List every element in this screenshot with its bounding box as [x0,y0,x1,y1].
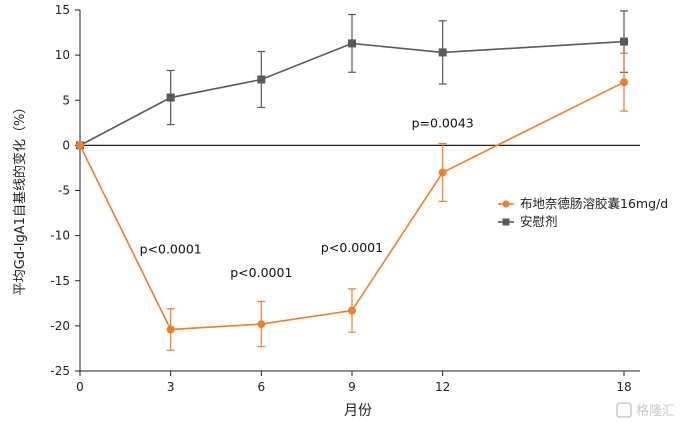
x-axis-label: 月份 [344,403,372,419]
x-ticks: 0 3 6 9 12 18 [76,371,632,394]
legend-marker [502,218,510,226]
annotations: p<0.0001 p<0.0001 p<0.0001 p=0.0043 [140,115,474,280]
data-point [348,39,356,48]
y-tick-label: 10 [55,48,70,62]
y-tick-label: -15 [50,274,70,288]
series-0 [76,52,628,351]
watermark-logo-icon [616,402,632,418]
data-point [348,306,356,315]
data-point [620,37,628,46]
y-ticks: 15 10 5 0 -5 -10 -15 -20 -25 [50,3,80,378]
data-point [166,325,175,334]
data-point [438,48,447,57]
data-point [166,93,175,102]
p-value-annotation: p=0.0043 [412,115,474,130]
data-point [257,320,266,329]
y-axis-label: 平均Gd-IgA1自基线的变化（%） [12,101,28,296]
x-tick-label: 18 [616,380,631,394]
y-tick-label: 5 [62,93,70,107]
y-tick-label: 15 [55,3,70,17]
x-tick-label: 6 [258,380,266,394]
y-tick-label: 0 [62,138,70,152]
p-value-annotation: p<0.0001 [140,242,202,257]
p-value-annotation: p<0.0001 [321,240,383,255]
legend-marker [502,200,510,208]
legend-label: 布地奈德肠溶胶囊16mg/d [520,196,668,211]
y-tick-label: -20 [50,319,70,333]
data-point [620,78,628,87]
data-point [76,141,84,150]
series-line [79,40,625,147]
x-tick-label: 12 [435,380,450,394]
watermark: 格隆汇 [616,402,675,419]
series-1 [76,10,628,150]
p-value-annotation: p<0.0001 [230,265,292,280]
data-point [257,75,266,84]
y-tick-label: -25 [50,364,70,378]
data-point [438,168,447,177]
series-layer [76,10,628,351]
x-tick-label: 0 [76,380,84,394]
watermark-text: 格隆汇 [636,403,675,419]
y-tick-label: -10 [50,229,70,243]
x-tick-label: 3 [167,380,175,394]
x-tick-label: 9 [348,380,356,394]
y-tick-label: -5 [58,184,70,198]
legend-label: 安慰剂 [520,214,558,229]
series-line [79,81,625,331]
legend: 布地奈德肠溶胶囊16mg/d 安慰剂 [498,196,668,229]
